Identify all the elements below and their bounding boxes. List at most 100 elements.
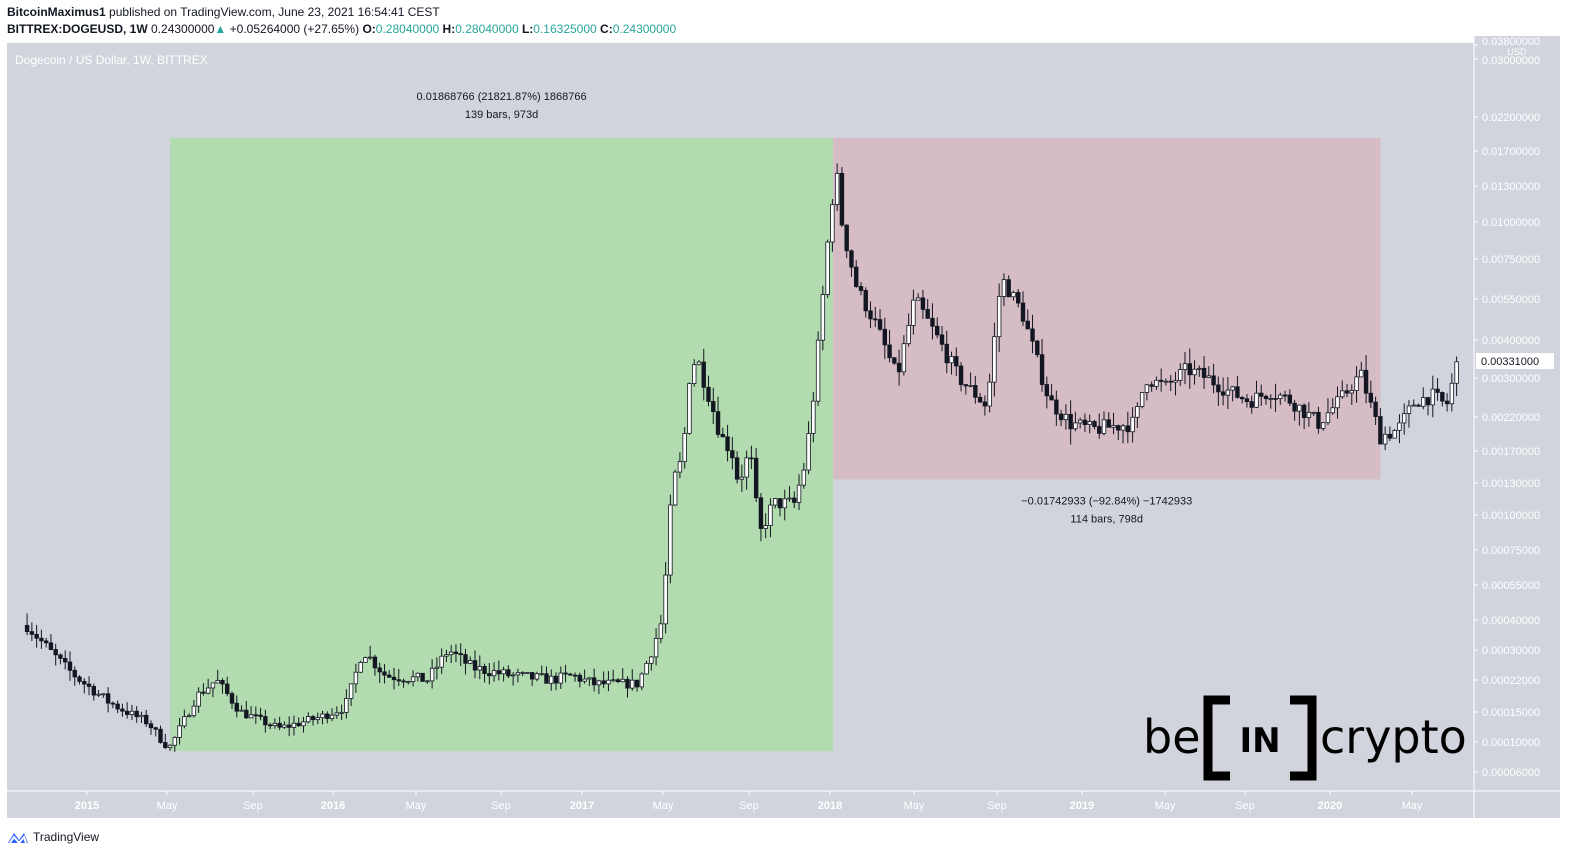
candle-body <box>1135 406 1140 418</box>
svg-text:IN: IN <box>1239 721 1280 761</box>
candle-body <box>1225 389 1231 396</box>
candle-body <box>1220 391 1226 396</box>
svg-text:crypto: crypto <box>1320 710 1467 764</box>
candle-body <box>1054 399 1059 415</box>
candle <box>1259 384 1264 406</box>
candle-body <box>448 651 454 656</box>
candle-body <box>434 666 440 669</box>
candle <box>1158 368 1164 392</box>
candle <box>1206 366 1212 378</box>
candle <box>1011 290 1016 301</box>
candle-body <box>334 712 340 716</box>
candle-body <box>367 656 373 659</box>
candle <box>915 293 921 301</box>
candle-body <box>487 673 492 677</box>
candle-body <box>525 672 530 674</box>
candle <box>977 392 983 404</box>
candle-body <box>1178 369 1183 381</box>
candle-body <box>839 172 845 226</box>
symbol-label: BITTREX:DOGEUSD, 1W <box>7 22 148 36</box>
candle-body <box>992 336 997 383</box>
time-tick-label: Sep <box>987 800 1007 812</box>
candle <box>1344 384 1350 398</box>
candle-body <box>186 715 192 718</box>
close-label: C: <box>600 22 613 36</box>
candle-body <box>1449 382 1455 405</box>
candle <box>63 650 68 670</box>
candle <box>272 718 278 729</box>
candle <box>549 669 554 691</box>
candle <box>539 665 544 676</box>
candle <box>882 317 888 360</box>
candle <box>1039 339 1045 392</box>
candle-body <box>639 673 644 688</box>
candle-body <box>510 674 516 677</box>
candle-body <box>787 497 792 500</box>
candle-body <box>1249 401 1254 408</box>
candle-body <box>777 498 783 509</box>
candle-body <box>82 680 87 685</box>
price-tick-label: 0.00300000 <box>1482 373 1540 385</box>
candle-body <box>572 674 578 677</box>
candle-body <box>77 676 82 682</box>
author[interactable]: BitcoinMaximus1 <box>7 5 106 19</box>
candle-body <box>915 297 921 301</box>
candle <box>158 725 163 744</box>
candle <box>258 707 263 721</box>
candle-body <box>1340 390 1345 398</box>
candle-body <box>348 683 354 699</box>
candle <box>1440 391 1445 407</box>
candle <box>91 683 97 701</box>
candle-body <box>815 339 821 402</box>
candle-body <box>544 673 549 684</box>
time-tick-label: Sep <box>243 800 263 812</box>
candle <box>930 303 935 340</box>
candle-body <box>939 334 945 345</box>
candle <box>1187 348 1192 389</box>
candle <box>358 660 363 674</box>
candle-body <box>124 710 130 715</box>
candle-body <box>39 637 44 642</box>
price-tick-label: 0.00750000 <box>1482 254 1540 266</box>
candle-body <box>1111 425 1116 428</box>
candle-body <box>1430 388 1435 406</box>
candle-body <box>48 642 54 650</box>
candle-body <box>429 667 435 682</box>
candle <box>487 662 492 685</box>
candle-body <box>1049 395 1054 401</box>
candle-body <box>258 714 263 717</box>
tradingview-footer[interactable]: TradingView <box>6 829 99 845</box>
candle-body <box>1239 396 1245 400</box>
candle-body <box>344 698 349 713</box>
candle <box>830 199 835 252</box>
candle-body <box>725 436 730 452</box>
candle-body <box>53 649 58 656</box>
up-range-box[interactable] <box>170 137 834 752</box>
candle <box>973 376 978 404</box>
candle <box>196 687 201 713</box>
candle <box>1073 411 1078 432</box>
candle-body <box>301 721 306 727</box>
candle <box>1406 400 1412 428</box>
candle-body <box>1244 398 1250 403</box>
candle <box>525 672 530 675</box>
candle-body <box>1173 380 1178 383</box>
candle-body <box>930 317 935 327</box>
candle-body <box>653 638 659 658</box>
candle <box>777 498 783 517</box>
candle-body <box>472 660 478 671</box>
down-range-change-label: −0.01742933 (−92.84%) −1742933 <box>1021 495 1192 507</box>
candle <box>1163 378 1169 386</box>
candle <box>53 643 58 666</box>
candle <box>406 680 411 685</box>
candle-body <box>139 714 144 718</box>
candle-body <box>963 384 969 387</box>
candle-body <box>925 309 930 319</box>
candle <box>582 669 587 684</box>
candle <box>1125 411 1131 444</box>
candle-body <box>553 675 559 684</box>
candle-body <box>1035 340 1040 356</box>
candle <box>234 695 239 718</box>
candle <box>625 676 630 698</box>
